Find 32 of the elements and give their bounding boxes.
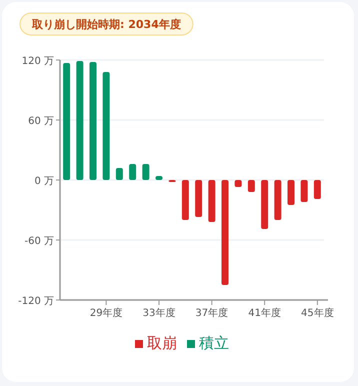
y-tick-label: -60 万 [24, 236, 54, 247]
x-tick-label: 29年度 [90, 307, 123, 319]
bar [142, 164, 150, 180]
y-tick-label: -120 万 [18, 296, 54, 307]
bar [261, 180, 268, 229]
title-badge: 取り崩し開始時期: 2034年度 [20, 12, 194, 36]
bar [222, 180, 228, 285]
x-tick-label: 45年度 [301, 307, 334, 319]
chart-title: 取り崩し開始時期: 2034年度 [31, 18, 181, 31]
bar [195, 180, 202, 217]
legend-label: 取崩 [147, 334, 177, 352]
bar [76, 61, 84, 180]
bar [234, 180, 242, 187]
bar [288, 180, 294, 205]
bar [208, 180, 216, 222]
bar [116, 168, 123, 180]
x-tick-label: 37年度 [195, 307, 228, 319]
bar [248, 180, 255, 192]
legend-label: 積立 [199, 334, 229, 352]
bar [182, 180, 189, 220]
bar [314, 180, 321, 199]
bar [90, 62, 96, 180]
y-tick-label: 60 万 [28, 116, 54, 127]
y-tick-label: 0 万 [34, 176, 54, 187]
bar [129, 164, 136, 180]
bar [63, 63, 70, 180]
bar [274, 180, 282, 220]
x-tick-label: 41年度 [248, 307, 281, 319]
x-tick-label: 33年度 [142, 307, 176, 319]
bar [102, 72, 110, 180]
bar [300, 180, 308, 202]
y-tick-label: 120 万 [22, 56, 54, 67]
